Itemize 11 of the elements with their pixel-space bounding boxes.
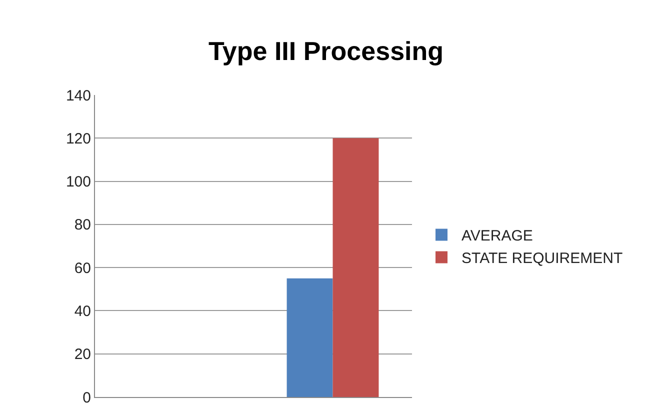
y-tick-label: 100 xyxy=(66,174,91,191)
y-tick-label: 0 xyxy=(82,389,91,406)
legend-label: STATE REQUIREMENT xyxy=(462,250,623,268)
y-tick-label: 140 xyxy=(66,87,91,104)
chart-title: Type III Processing xyxy=(208,36,444,66)
y-tick-label: 40 xyxy=(74,302,91,320)
legend-label: AVERAGE xyxy=(462,228,533,245)
y-tick-label: 80 xyxy=(74,216,91,234)
y-tick-label: 20 xyxy=(74,346,91,364)
y-tick-label: 120 xyxy=(66,130,91,148)
y-tick-label: 60 xyxy=(74,260,91,277)
